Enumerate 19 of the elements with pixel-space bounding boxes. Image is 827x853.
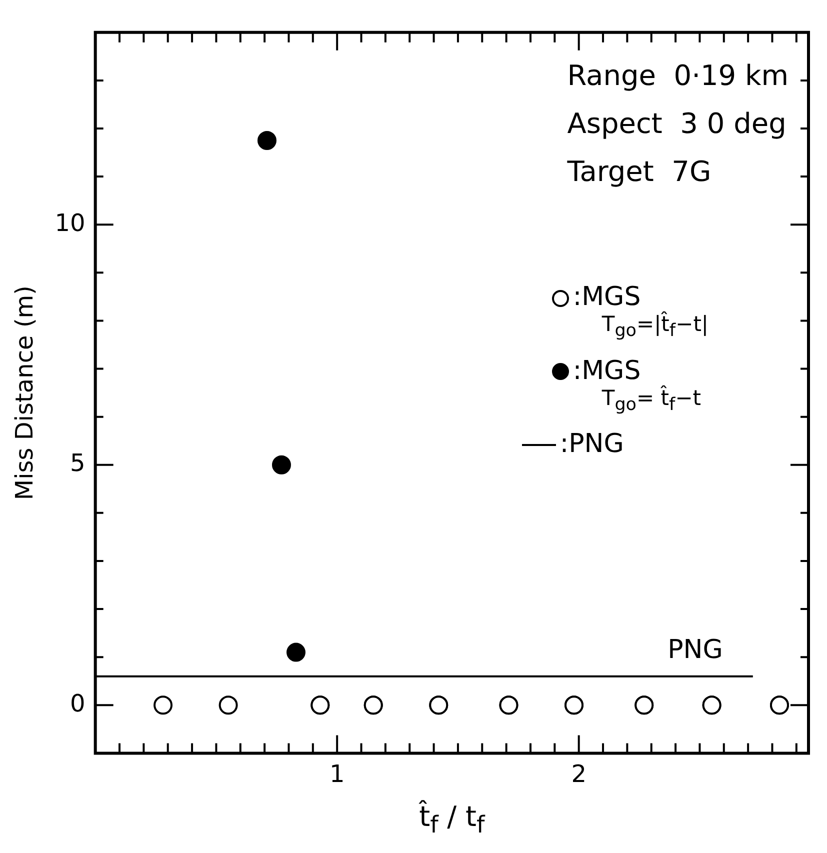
point — [154, 696, 173, 715]
annotation: PNG — [668, 635, 723, 666]
y-axis-title: Miss Distance (m) — [10, 285, 39, 500]
annotation: Aspect 3 0 deg — [567, 106, 788, 142]
legend-label: :PNG — [560, 428, 624, 459]
x-tick-label: 2 — [571, 760, 586, 788]
point — [257, 131, 276, 150]
x-axis-title: t̂$_{f}$ / t$_{f}$ — [418, 800, 486, 839]
point — [272, 455, 291, 474]
y-tick-label: 5 — [70, 449, 86, 478]
x-tick-label: 1 — [329, 760, 345, 788]
y-tick-label: 0 — [70, 689, 86, 718]
point — [286, 642, 306, 662]
y-tick-label: 10 — [54, 208, 86, 237]
point — [218, 696, 238, 715]
legend-label: :MGS T$_{go}$=|t̂$_{f}$−t| — [572, 282, 708, 342]
legend-label: :MGS T$_{go}$= t̂$_{f}$−t — [572, 356, 702, 415]
annotation: Target 7G — [567, 154, 712, 190]
annotation: Range 0·19 km — [567, 58, 788, 94]
